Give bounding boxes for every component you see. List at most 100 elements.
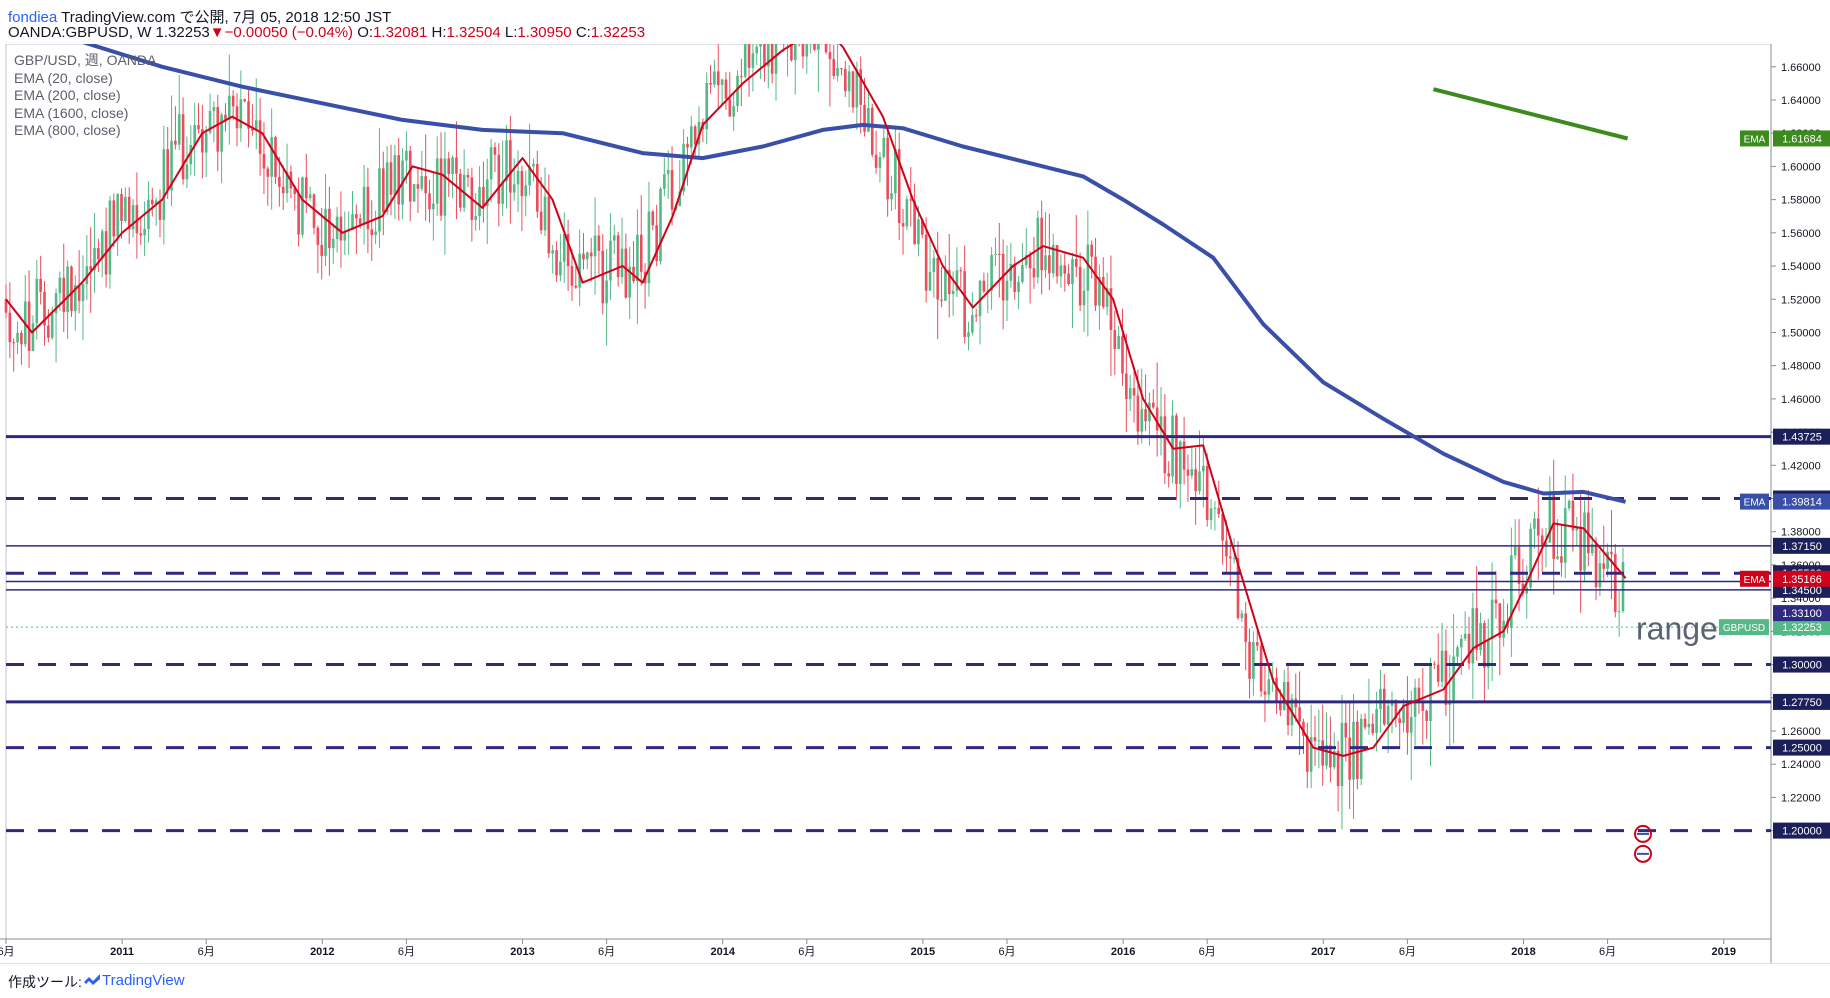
candle-body — [963, 271, 966, 337]
candle-body — [328, 209, 331, 248]
legend-ema20[interactable]: EMA (20, close) — [14, 70, 156, 88]
x-tick-label: 6月 — [1399, 946, 1416, 958]
candle-body — [817, 44, 820, 50]
candle-body — [540, 212, 543, 231]
candle-body — [317, 228, 320, 245]
candle-body — [267, 169, 270, 177]
candle-body — [417, 184, 420, 189]
y-tick-label: 1.24000 — [1781, 759, 1821, 771]
candle-body — [124, 197, 127, 221]
candle-body — [755, 47, 758, 54]
x-tick-label: 2011 — [110, 946, 134, 958]
candle-body — [1599, 563, 1602, 587]
candle-body — [1229, 557, 1232, 559]
candle-body — [1133, 388, 1136, 395]
candle-body — [1164, 416, 1167, 473]
down-arrow-icon: ▼ — [210, 24, 225, 41]
x-tick-label: 6月 — [598, 946, 615, 958]
x-tick-label: 6月 — [1199, 946, 1216, 958]
candle-body — [1125, 374, 1128, 400]
made-with-label: 作成ツール: — [8, 972, 82, 992]
candle-body — [1368, 724, 1371, 728]
candle-body — [1491, 600, 1494, 640]
candle-body — [1568, 501, 1571, 509]
candle-body — [424, 176, 427, 193]
candle-body — [390, 162, 393, 195]
candle-body — [1602, 563, 1605, 569]
candle-body — [1406, 704, 1409, 732]
tradingview-link[interactable]: TradingView — [102, 972, 185, 989]
candle-body — [975, 315, 978, 316]
candle-body — [297, 194, 300, 234]
candle-body — [883, 138, 886, 157]
candle-body — [875, 155, 878, 168]
candle-body — [1079, 267, 1082, 305]
candle-body — [12, 342, 15, 343]
candle-body — [370, 229, 373, 235]
candle-body — [1210, 508, 1213, 519]
candle-body — [601, 251, 604, 304]
candle-body — [813, 44, 816, 50]
legend-ema800[interactable]: EMA (800, close) — [14, 122, 156, 140]
badge-tag-label: EMA — [1744, 498, 1766, 509]
candle-body — [609, 241, 612, 281]
ema800-line[interactable] — [1433, 89, 1627, 138]
candle-body — [551, 250, 554, 253]
level-price-label: 1.30000 — [1782, 660, 1822, 672]
candle-body — [555, 250, 558, 275]
candle-body — [474, 216, 477, 220]
high-value: 1.32504 — [446, 24, 500, 41]
legend-symbol[interactable]: GBP/USD, 週, OANDA — [14, 52, 156, 70]
candle-body — [440, 158, 443, 215]
candle-body — [636, 235, 639, 282]
candle-body — [421, 176, 424, 189]
candle-body — [324, 209, 327, 256]
level-price-label: 1.37150 — [1782, 541, 1822, 553]
candle-body — [840, 68, 843, 69]
badge-tag-label: EMA — [1744, 575, 1766, 586]
candle-body — [1375, 709, 1378, 733]
candle-body — [1622, 562, 1625, 611]
y-tick-label: 1.58000 — [1781, 195, 1821, 207]
ohlc-readout: OANDA:GBPUSD, W 1.32253▼−0.00050 (−0.04%… — [8, 24, 645, 41]
close-value: 1.32253 — [591, 24, 645, 41]
candle-body — [428, 193, 431, 209]
candle-body — [139, 233, 142, 235]
candle-body — [1614, 554, 1617, 612]
candle-body — [1264, 691, 1267, 694]
candle-body — [544, 197, 547, 231]
candle-body — [1048, 255, 1051, 273]
y-tick-label: 1.50000 — [1781, 327, 1821, 339]
candle-body — [825, 44, 828, 52]
open-label: O: — [357, 24, 373, 41]
candle-body — [917, 219, 920, 244]
x-tick-label: 6月 — [998, 946, 1015, 958]
candle-body — [1256, 642, 1259, 646]
candle-body — [1525, 588, 1528, 594]
candle-body — [413, 184, 416, 201]
candle-body — [713, 71, 716, 84]
candle-body — [1129, 388, 1132, 399]
candle-body — [1268, 679, 1271, 694]
candle-body — [39, 279, 42, 292]
candle-body — [586, 252, 589, 259]
candle-body — [301, 177, 304, 234]
candle-body — [1194, 469, 1197, 491]
candle-body — [1318, 740, 1321, 741]
price-chart[interactable]: 1.200001.220001.240001.260001.280001.300… — [0, 44, 1830, 963]
candle-body — [802, 44, 805, 56]
candle-body — [925, 234, 928, 290]
y-tick-label: 1.54000 — [1781, 261, 1821, 273]
high-label: H: — [431, 24, 446, 41]
candle-body — [47, 325, 50, 337]
candle-body — [151, 200, 154, 205]
legend-ema1600[interactable]: EMA (1600, close) — [14, 105, 156, 123]
candle-body — [1252, 642, 1255, 679]
candle-body — [725, 80, 728, 99]
candle-body — [1144, 409, 1147, 421]
legend-ema200[interactable]: EMA (200, close) — [14, 87, 156, 105]
candle-body — [1387, 706, 1390, 725]
indicator-legend: GBP/USD, 週, OANDA EMA (20, close) EMA (2… — [14, 52, 156, 140]
range-annotation[interactable]: range — [1636, 611, 1718, 647]
ema20-line[interactable] — [6, 44, 1626, 756]
